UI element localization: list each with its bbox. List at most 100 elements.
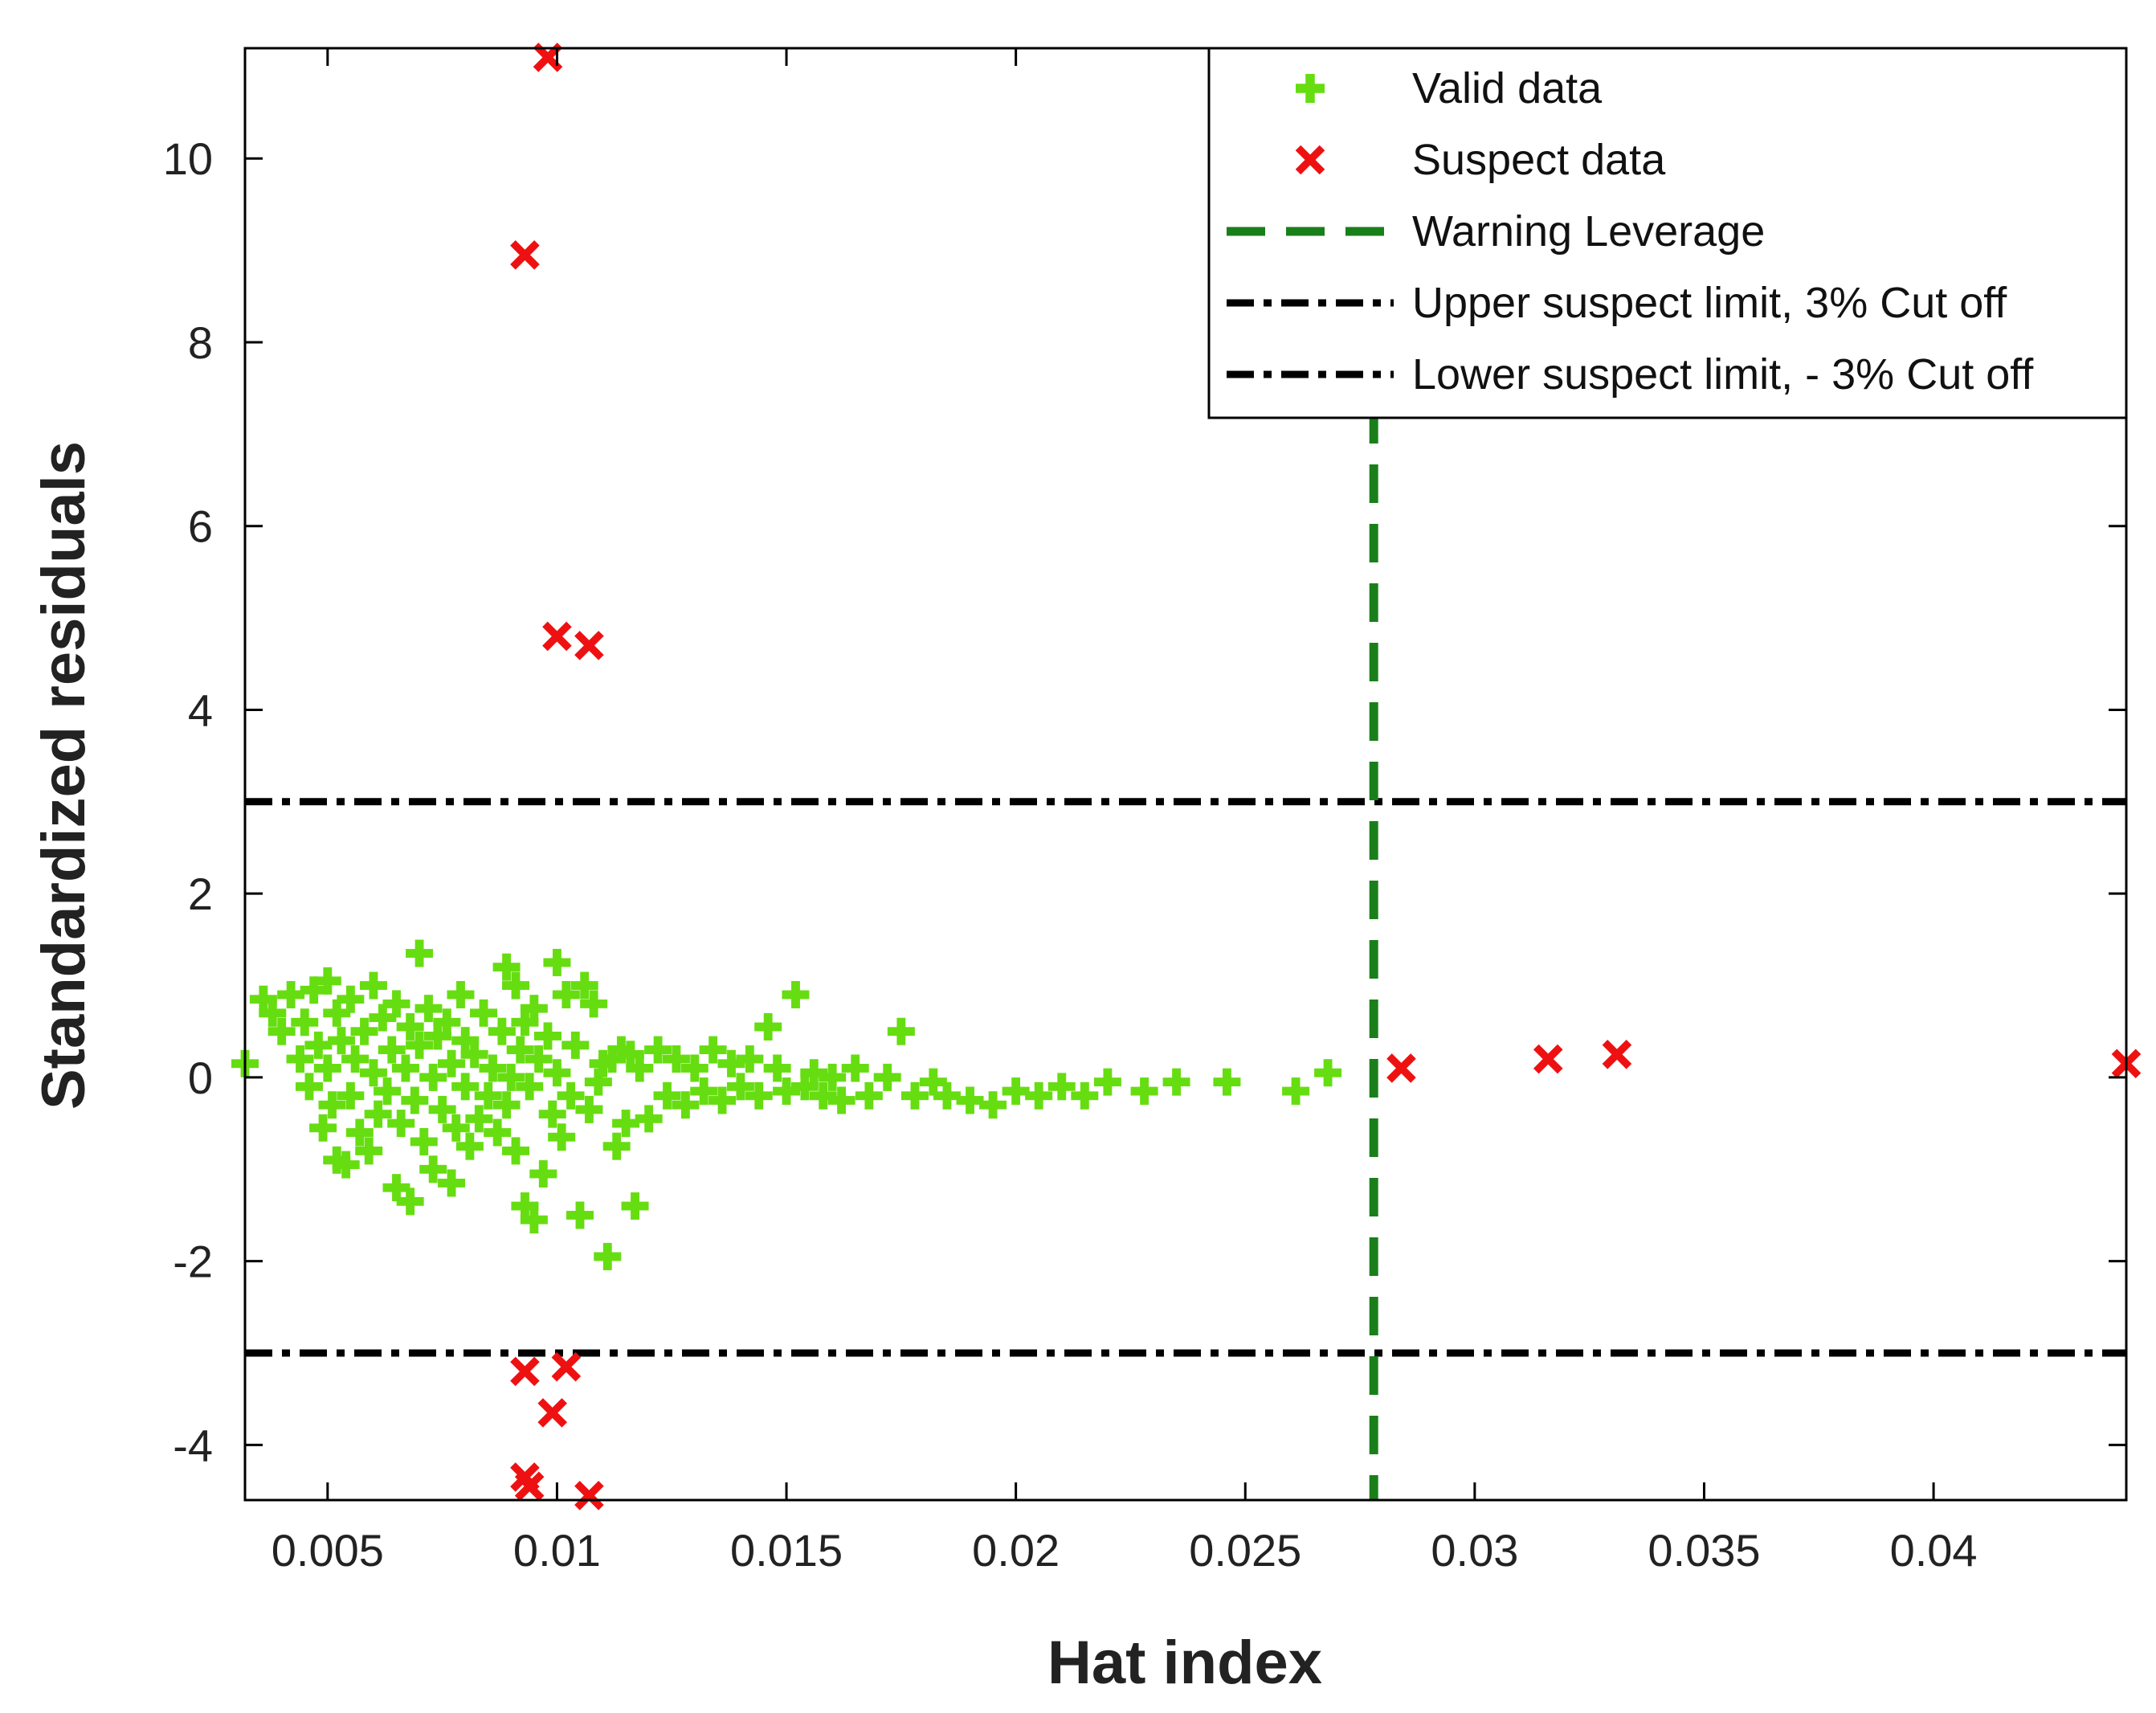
valid-data-point-v (988, 1091, 998, 1119)
valid-data-point-v (1011, 1077, 1021, 1106)
valid-data-point-v (561, 980, 571, 1008)
legend-item: Upper suspect limit, 3% Cut off (1227, 279, 2007, 327)
valid-data-point-v (337, 1027, 346, 1055)
valid-data-point (497, 1063, 525, 1091)
valid-data-point (900, 1081, 929, 1110)
valid-data-point (378, 1036, 406, 1064)
valid-data-point-v (438, 1095, 447, 1123)
valid-data-point (1213, 1068, 1241, 1096)
valid-data-point-v (433, 1022, 443, 1050)
valid-data-point-v (323, 1054, 333, 1082)
valid-data-point (855, 1081, 883, 1110)
valid-data-point-v (406, 1013, 415, 1041)
valid-data-point (529, 1159, 557, 1188)
valid-data-point (391, 1054, 419, 1082)
legend-item: Suspect data (1295, 136, 1666, 184)
valid-data-point (502, 1137, 530, 1165)
valid-data-point (451, 1073, 480, 1101)
valid-data-point-v (557, 1123, 566, 1151)
valid-data-point (1047, 1073, 1076, 1101)
valid-data-point-v (598, 1049, 607, 1077)
valid-data-point (341, 1045, 370, 1073)
valid-data-point-v (456, 980, 465, 1008)
valid-data-point (552, 980, 580, 1008)
valid-data-point-v (521, 1008, 529, 1036)
valid-data-point-v (460, 1073, 470, 1101)
valid-data-point-v (360, 1017, 369, 1045)
suspect-data-point (574, 1480, 604, 1511)
valid-data-point-v (414, 939, 424, 967)
valid-data-point-v (763, 1013, 773, 1041)
suspect-data-point-b (514, 1471, 545, 1502)
valid-data-point (548, 1123, 576, 1151)
valid-data-point-v (350, 1045, 360, 1073)
valid-data-point (249, 985, 277, 1013)
valid-data-point (841, 1054, 869, 1082)
valid-data-point-v (1222, 1068, 1231, 1096)
valid-data-point (506, 1036, 534, 1064)
valid-data-point (359, 1059, 387, 1087)
valid-data-point-v (1080, 1081, 1089, 1110)
valid-data-point (672, 1091, 700, 1119)
valid-data-point-v (521, 1192, 529, 1220)
valid-data-point (1130, 1077, 1158, 1106)
suspect-data-point-b (510, 240, 540, 270)
suspect-data-point (551, 1351, 582, 1382)
valid-data-point-v (594, 1068, 603, 1096)
valid-data-point-v (589, 990, 598, 1018)
valid-data-point (887, 1017, 915, 1045)
valid-data-point (313, 1054, 341, 1082)
valid-data-point-v (332, 999, 341, 1027)
valid-data-point-v (267, 999, 277, 1027)
valid-data-point (382, 1174, 410, 1202)
legend: Valid data Suspect data Warning Leverage Up… (1207, 47, 2128, 419)
suspect-data-point-b (537, 1398, 568, 1428)
valid-data-point (396, 1188, 424, 1216)
suspect-data-point-b (1533, 1044, 1563, 1074)
valid-data-point (323, 1146, 351, 1174)
valid-data-point (442, 1114, 470, 1142)
valid-data-point (350, 1017, 378, 1045)
valid-data-point-v (607, 1045, 617, 1073)
valid-data-point (635, 1105, 663, 1133)
valid-data-point-v (699, 1077, 708, 1106)
valid-data-point-v (966, 1086, 974, 1114)
valid-data-point (318, 1091, 346, 1119)
valid-data-point-v (502, 1091, 512, 1119)
valid-data-point (979, 1091, 1007, 1119)
valid-data-point (309, 1114, 337, 1142)
plot-frame (243, 47, 2128, 1502)
valid-data-point-v (1057, 1073, 1067, 1101)
valid-data-point (267, 1017, 296, 1045)
valid-data-point-v (313, 1031, 323, 1059)
x-tick-label: 0.015 (730, 1525, 843, 1576)
valid-data-point (451, 1027, 480, 1055)
valid-data-point-v (602, 1242, 612, 1270)
legend-plus-symbol-v (1305, 74, 1315, 103)
y-tick-label: 4 (188, 685, 213, 735)
y-tick-label: 8 (188, 317, 213, 368)
valid-data-point-v (736, 1073, 745, 1101)
valid-data-point (699, 1036, 727, 1064)
valid-data-point (423, 1022, 451, 1050)
valid-data-point-v (304, 1073, 314, 1101)
valid-data-point (1025, 1081, 1053, 1110)
x-tick-label: 0.005 (272, 1525, 384, 1576)
valid-data-point-v (929, 1068, 938, 1096)
valid-data-point-v (410, 1086, 419, 1114)
suspect-data-point (1533, 1044, 1563, 1074)
suspect-data-point (510, 1356, 540, 1387)
valid-data-point-v (374, 1100, 383, 1128)
valid-data-point (304, 1031, 333, 1059)
valid-data-point-v (341, 1151, 351, 1179)
valid-data-point (616, 1040, 644, 1069)
valid-data-point-v (538, 1159, 548, 1188)
valid-data-point (662, 1045, 690, 1073)
x-tick-label: 0.035 (1648, 1525, 1760, 1576)
valid-data-point-v (355, 1118, 365, 1147)
valid-data-point (790, 1073, 819, 1101)
legend-label: Warning Leverage (1412, 207, 1765, 256)
suspect-data-point-b (551, 1351, 582, 1382)
suspect-data-point-b (1386, 1053, 1416, 1083)
valid-data-point (355, 1137, 383, 1165)
